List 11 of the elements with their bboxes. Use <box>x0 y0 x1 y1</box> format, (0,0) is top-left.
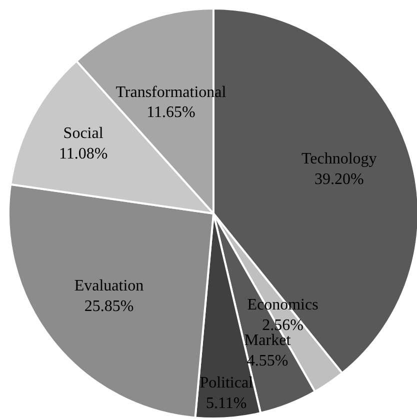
data-label: 11.65% <box>146 104 196 122</box>
slice-label: Evaluation <box>74 277 144 294</box>
data-label: 2.56% <box>262 316 304 334</box>
slice-label: Transformational <box>116 84 227 101</box>
data-label: 5.11% <box>206 395 247 412</box>
slice-label: Political <box>200 374 254 392</box>
slice-label: Technology <box>302 150 377 168</box>
data-label: 39.20% <box>314 170 364 188</box>
slice-label: Social <box>63 125 104 142</box>
data-label: 11.08% <box>58 146 108 163</box>
data-label: 25.85% <box>84 298 134 315</box>
